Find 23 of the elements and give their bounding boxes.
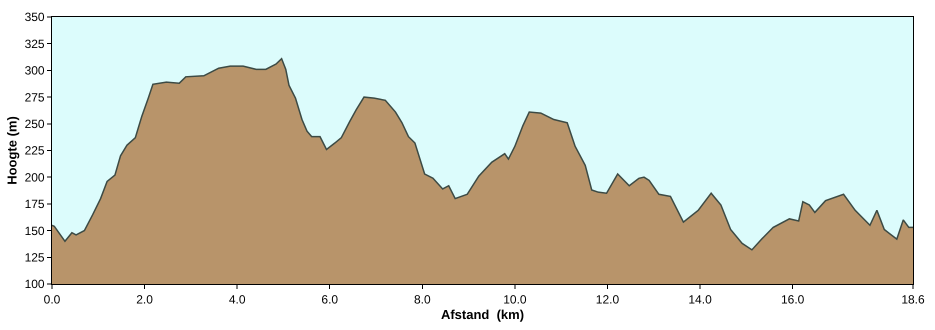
x-tick-label: 4.0 bbox=[228, 292, 246, 306]
y-tick-label: 350 bbox=[24, 10, 45, 24]
x-axis-title: Afstand (km) bbox=[440, 307, 524, 322]
y-tick-label: 275 bbox=[24, 90, 45, 104]
y-tick-label: 125 bbox=[24, 250, 45, 264]
x-tick-label: 2.0 bbox=[136, 292, 154, 306]
x-tick-label: 16.0 bbox=[780, 292, 805, 306]
y-tick-label: 325 bbox=[24, 36, 45, 51]
x-tick-label: 14.0 bbox=[688, 292, 712, 306]
x-tick-label: 8.0 bbox=[414, 292, 431, 306]
x-tick-label: 18.6 bbox=[901, 292, 925, 306]
x-tick-label: 12.0 bbox=[596, 292, 620, 306]
y-axis-title: Hoogte (m) bbox=[4, 116, 20, 185]
y-tick-label: 200 bbox=[24, 170, 45, 184]
y-tick-label: 250 bbox=[24, 117, 45, 131]
x-tick-label: 0.0 bbox=[44, 292, 61, 306]
x-tick-label: 10.0 bbox=[503, 292, 527, 306]
y-tick-label: 225 bbox=[24, 144, 45, 158]
x-tick-label: 6.0 bbox=[321, 292, 338, 306]
y-tick-label: 300 bbox=[24, 64, 45, 78]
y-tick-label: 175 bbox=[24, 197, 45, 212]
y-tick-label: 100 bbox=[24, 277, 45, 292]
y-tick-label: 150 bbox=[24, 224, 45, 238]
